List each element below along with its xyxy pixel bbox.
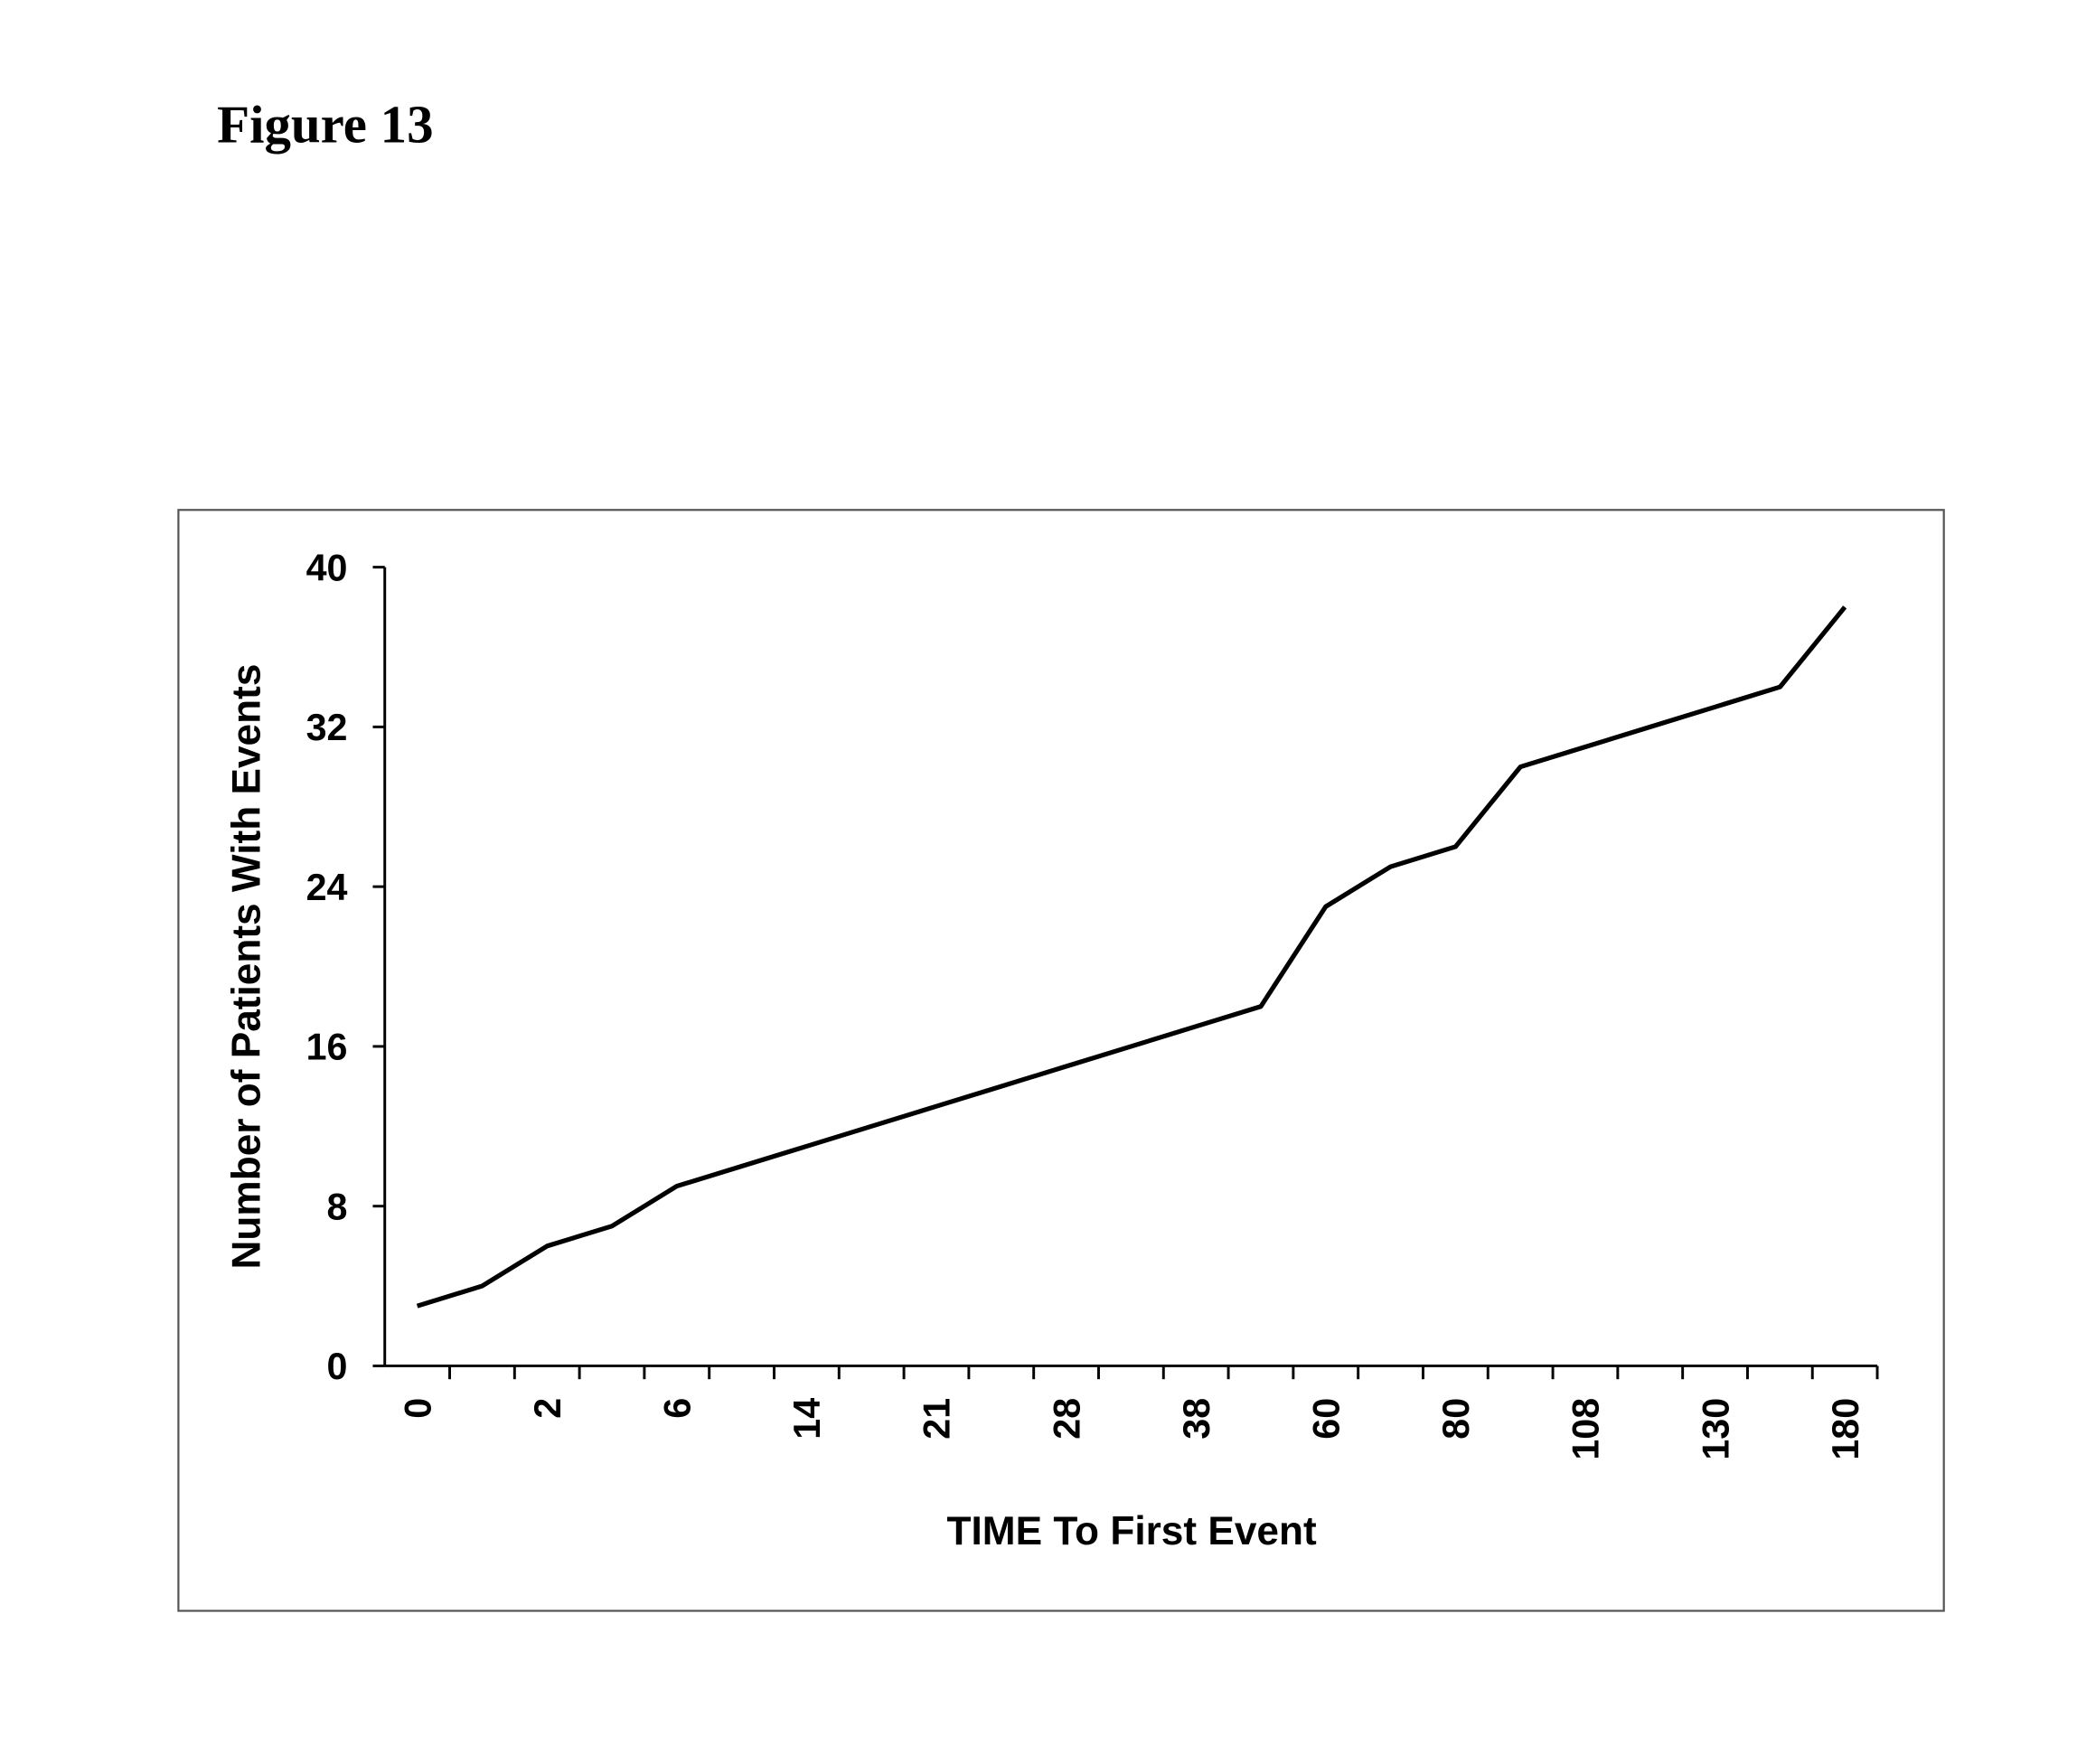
y-tick-label: 16 [306, 1027, 348, 1068]
x-tick-label: 180 [1825, 1398, 1866, 1460]
y-tick-label: 24 [306, 867, 348, 908]
y-tick-label: 40 [306, 547, 348, 588]
x-tick-label: 0 [397, 1398, 438, 1419]
x-tick-label: 108 [1565, 1398, 1607, 1460]
x-tick-label: 2 [527, 1398, 569, 1419]
x-tick-label: 80 [1435, 1398, 1477, 1440]
y-axis-label: Number of Patients With Events [224, 664, 268, 1270]
x-tick-label: 38 [1176, 1398, 1217, 1440]
y-tick-label: 0 [327, 1346, 348, 1387]
x-tick-label: 6 [657, 1398, 699, 1419]
x-tick-label: 14 [786, 1398, 828, 1440]
figure-label: Figure 13 [217, 95, 433, 155]
x-tick-label: 60 [1305, 1398, 1347, 1440]
chart-frame [177, 509, 1945, 1612]
x-axis-label: TIME To First Event [947, 1509, 1317, 1553]
y-tick-label: 32 [306, 707, 348, 748]
series-line [416, 605, 1847, 1309]
x-tick-label: 28 [1046, 1398, 1087, 1440]
x-tick-label: 130 [1695, 1398, 1736, 1460]
y-tick-label: 8 [327, 1186, 348, 1227]
x-tick-label: 21 [916, 1398, 958, 1440]
